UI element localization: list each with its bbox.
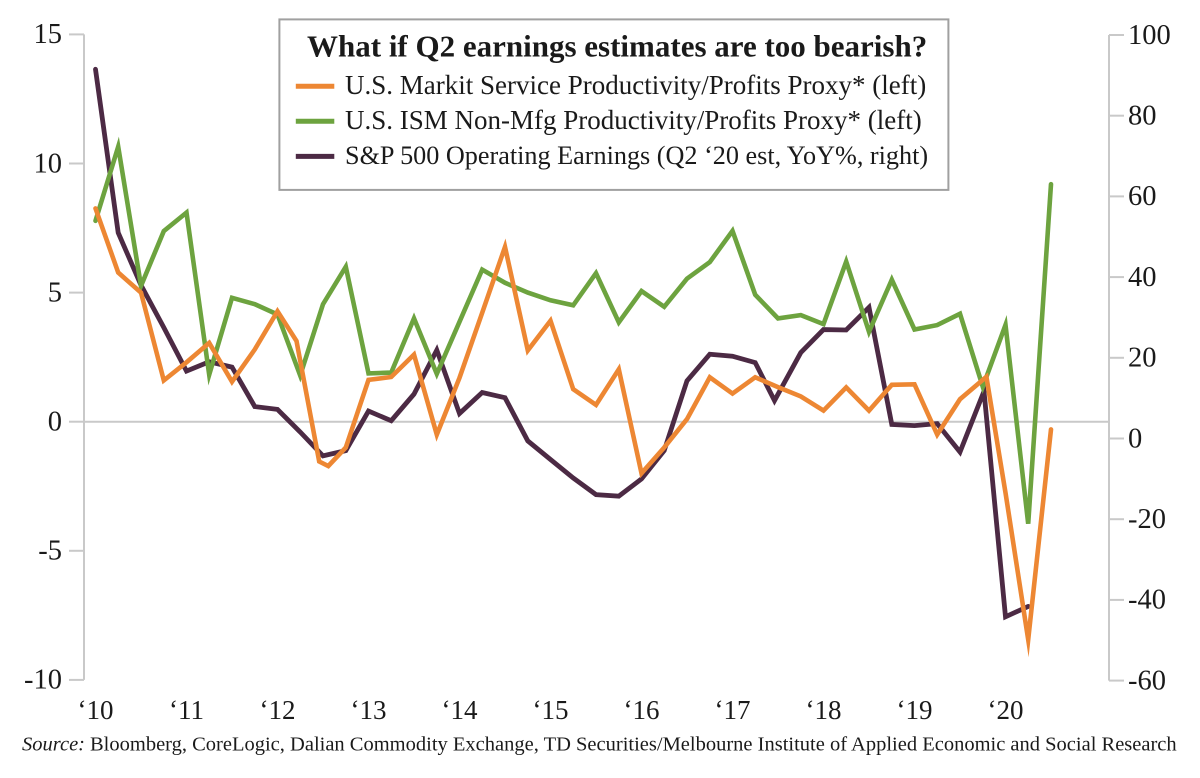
svg-text:0: 0 [48,407,62,438]
svg-text:Bloomberg, CoreLogic, Dalian C: Bloomberg, CoreLogic, Dalian Commodity E… [90,734,1177,756]
svg-text:10: 10 [34,148,63,179]
svg-text:‘17: ‘17 [715,695,751,725]
svg-text:-5: -5 [38,536,62,567]
svg-text:What if Q2 earnings estimates: What if Q2 earnings estimates are too be… [307,28,927,63]
svg-text:‘18: ‘18 [806,695,842,725]
svg-text:20: 20 [1128,343,1157,374]
svg-text:40: 40 [1128,262,1157,293]
svg-text:-60: -60 [1128,665,1166,696]
svg-text:‘16: ‘16 [624,695,660,725]
svg-text:‘13: ‘13 [351,695,387,725]
svg-text:‘12: ‘12 [260,695,296,725]
svg-text:‘10: ‘10 [78,695,114,725]
svg-text:Source:: Source: [22,734,85,756]
svg-text:60: 60 [1128,181,1157,212]
svg-text:-10: -10 [24,665,62,696]
svg-text:0: 0 [1128,423,1142,454]
svg-text:S&P 500 Operating Earnings (Q2: S&P 500 Operating Earnings (Q2 ‘20 est, … [345,141,928,170]
svg-text:80: 80 [1128,101,1157,132]
svg-text:‘14: ‘14 [442,695,478,725]
svg-text:5: 5 [48,277,62,308]
svg-text:100: 100 [1128,20,1171,51]
svg-text:-40: -40 [1128,585,1166,616]
svg-text:‘20: ‘20 [988,695,1024,725]
svg-text:U.S. ISM Non-Mfg Productivity/: U.S. ISM Non-Mfg Productivity/Profits Pr… [345,105,922,135]
svg-text:U.S. Markit Service Productivi: U.S. Markit Service Productivity/Profits… [345,70,926,100]
svg-text:‘19: ‘19 [897,695,933,725]
svg-text:‘11: ‘11 [169,695,204,725]
svg-text:‘15: ‘15 [533,695,569,725]
svg-text:15: 15 [34,19,63,50]
svg-text:-20: -20 [1128,504,1166,535]
